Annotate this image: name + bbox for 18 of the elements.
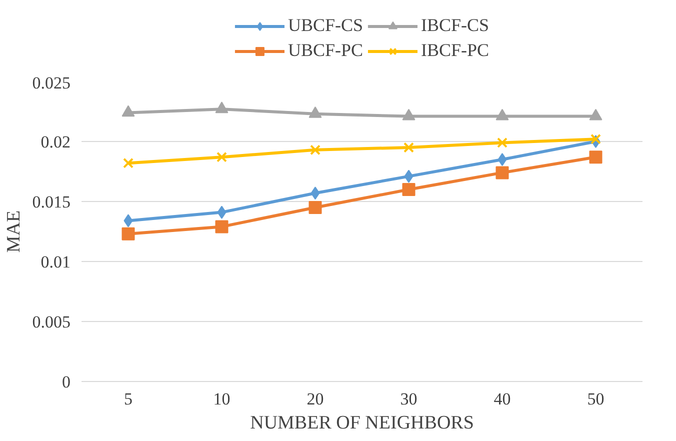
y-tick-label: 0 [62, 372, 70, 392]
legend-label: UBCF-CS [288, 15, 364, 36]
y-tick-label: 0.005 [32, 312, 70, 332]
y-tick-label: 0.025 [32, 74, 70, 92]
legend-label: IBCF-CS [421, 15, 490, 36]
x-tick-label: 10 [213, 390, 230, 408]
x-tick-label: 5 [124, 390, 132, 408]
legend-label: IBCF-PC [421, 40, 490, 61]
y-tick-label: 0.01 [40, 252, 70, 272]
legend-label: UBCF-PC [288, 40, 364, 61]
y-tick-label: 0.02 [40, 132, 70, 152]
x-tick-label: 50 [587, 390, 604, 408]
x-tick-label: 30 [400, 390, 418, 408]
x-tick-label: 20 [306, 390, 324, 408]
y-axis-title: MAE [3, 210, 24, 253]
x-tick-label: 40 [494, 390, 511, 408]
x-axis-title: NUMBER OF NEIGHBORS [250, 412, 474, 434]
y-tick-label: 0.015 [32, 192, 70, 212]
